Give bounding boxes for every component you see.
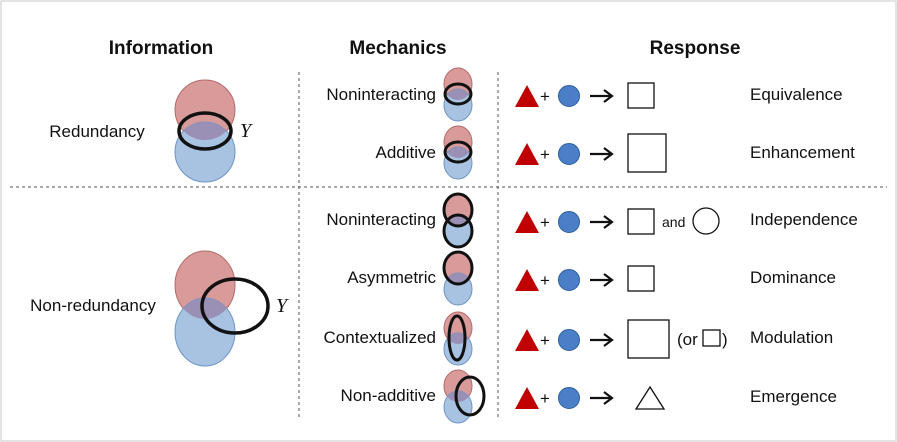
- header-response: Response: [650, 38, 741, 59]
- response-row-emergence: + Emergence: [515, 385, 837, 410]
- venn-non-redundancy: [174, 250, 270, 367]
- header-information: Information: [109, 38, 214, 59]
- venn-mechanic-asymmetric: [442, 250, 474, 306]
- triangle-icon: [515, 143, 539, 165]
- mechanic-asymmetric: Asymmetric: [347, 268, 436, 287]
- triangle-outcome: [634, 385, 666, 410]
- response-row-equivalence: + Equivalence: [515, 82, 843, 109]
- header-mechanics: Mechanics: [349, 38, 446, 59]
- plus-sign: +: [540, 213, 550, 232]
- response-row-dominance: + Dominance: [515, 265, 836, 292]
- mechanic-non-additive: Non-additive: [341, 386, 436, 405]
- circle-icon: [558, 143, 580, 165]
- mechanic-additive: Additive: [376, 143, 436, 162]
- triangle-icon: [515, 329, 539, 351]
- venn-mechanic-additive: [443, 125, 473, 180]
- circle-icon: [558, 387, 580, 409]
- venn-redundancy: [174, 79, 236, 183]
- response-equivalence: Equivalence: [750, 85, 843, 104]
- venn-mechanic-non-additive: [443, 369, 486, 424]
- plus-sign: +: [540, 331, 550, 350]
- response-row-independence: + and Independence: [515, 207, 858, 235]
- plus-sign: +: [540, 87, 550, 106]
- response-row-modulation: + (or ) Modulation: [515, 319, 833, 359]
- label-non-redundancy: Non-redundancy: [30, 296, 156, 315]
- mechanic-contextualized: Contextualized: [324, 328, 436, 347]
- venn-mechanic-noninteracting-2: [442, 192, 474, 249]
- y-outline-redundancy: [177, 111, 233, 151]
- triangle-icon: [515, 269, 539, 291]
- square-outcome: [627, 208, 655, 235]
- mechanic-noninteracting-1: Noninteracting: [326, 85, 436, 104]
- circle-icon: [558, 269, 580, 291]
- label-redundancy: Redundancy: [49, 122, 145, 141]
- triangle-icon: [515, 85, 539, 107]
- y-label-non-redundancy: Y: [276, 295, 289, 317]
- circle-icon: [558, 85, 580, 107]
- circle-icon: [558, 211, 580, 233]
- small-square-outcome: [702, 329, 721, 347]
- or-open-text: (or: [677, 330, 698, 349]
- y-outline-non-redundancy: [200, 277, 270, 335]
- large-square-outcome: [627, 319, 670, 359]
- response-modulation: Modulation: [750, 328, 833, 347]
- square-outcome: [627, 265, 655, 292]
- response-row-enhancement: + Enhancement: [515, 133, 855, 173]
- y-label-redundancy: Y: [240, 120, 253, 142]
- plus-sign: +: [540, 145, 550, 164]
- and-text: and: [662, 214, 685, 230]
- circle-icon: [558, 329, 580, 351]
- plus-sign: +: [540, 271, 550, 290]
- venn-mechanic-contextualized: [443, 311, 473, 366]
- venn-mechanic-noninteracting-1: [443, 67, 473, 122]
- mechanic-noninteracting-2: Noninteracting: [326, 210, 436, 229]
- response-dominance: Dominance: [750, 268, 836, 287]
- response-emergence: Emergence: [750, 387, 837, 406]
- circle-outcome: [692, 207, 720, 235]
- response-enhancement: Enhancement: [750, 143, 855, 162]
- response-independence: Independence: [750, 210, 858, 229]
- triangle-icon: [515, 211, 539, 233]
- large-square-outcome: [627, 133, 667, 173]
- square-outcome: [627, 82, 655, 109]
- or-close-text: ): [722, 330, 728, 349]
- plus-sign: +: [540, 389, 550, 408]
- triangle-icon: [515, 387, 539, 409]
